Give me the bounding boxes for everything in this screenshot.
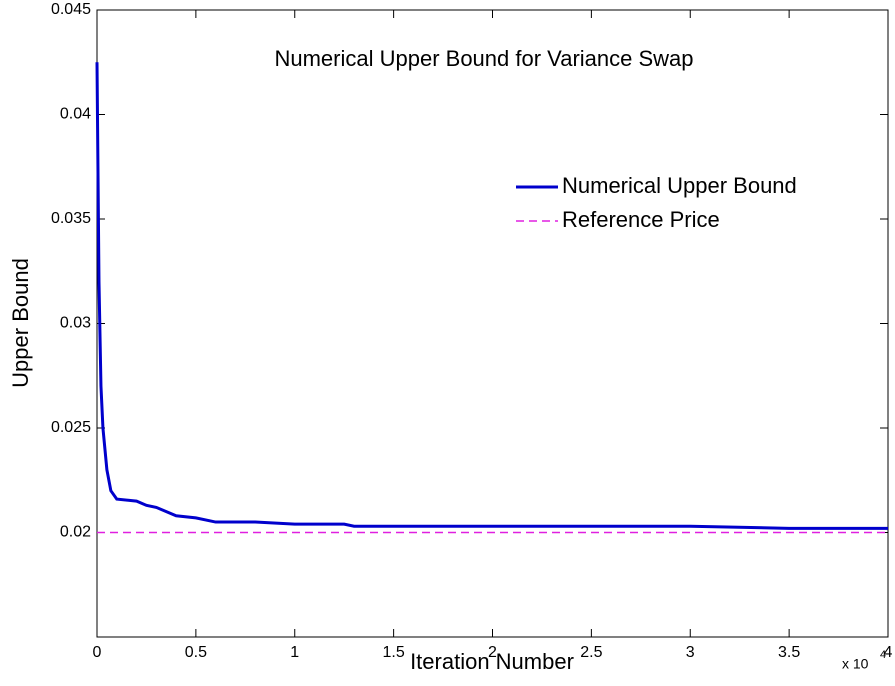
y-tick-label: 0.04 <box>60 106 91 123</box>
x-tick-label: 0.5 <box>185 644 207 661</box>
y-tick-label: 0.045 <box>51 1 91 18</box>
y-tick-label: 0.02 <box>60 524 91 541</box>
chart-title: Numerical Upper Bound for Variance Swap <box>274 46 693 71</box>
legend-label: Numerical Upper Bound <box>562 173 797 198</box>
x-axis-label: Iteration Number <box>410 649 574 674</box>
y-tick-label: 0.035 <box>51 210 91 227</box>
y-tick-label: 0.03 <box>60 315 91 332</box>
x-tick-label: 1.5 <box>383 644 405 661</box>
y-axis-label: Upper Bound <box>8 258 33 388</box>
x-multiplier-exponent: 4 <box>880 649 886 661</box>
x-tick-label: 1 <box>290 644 299 661</box>
x-tick-label: 2 <box>488 644 497 661</box>
y-tick-label: 0.025 <box>51 419 91 436</box>
x-multiplier: x 10 <box>842 656 869 672</box>
x-tick-label: 4 <box>884 644 893 661</box>
x-tick-label: 3 <box>686 644 695 661</box>
x-tick-label: 3.5 <box>778 644 800 661</box>
legend-label: Reference Price <box>562 207 720 232</box>
x-tick-label: 0 <box>93 644 102 661</box>
x-tick-label: 2.5 <box>580 644 602 661</box>
data-line <box>95 62 888 530</box>
plot-frame <box>96 9 889 638</box>
